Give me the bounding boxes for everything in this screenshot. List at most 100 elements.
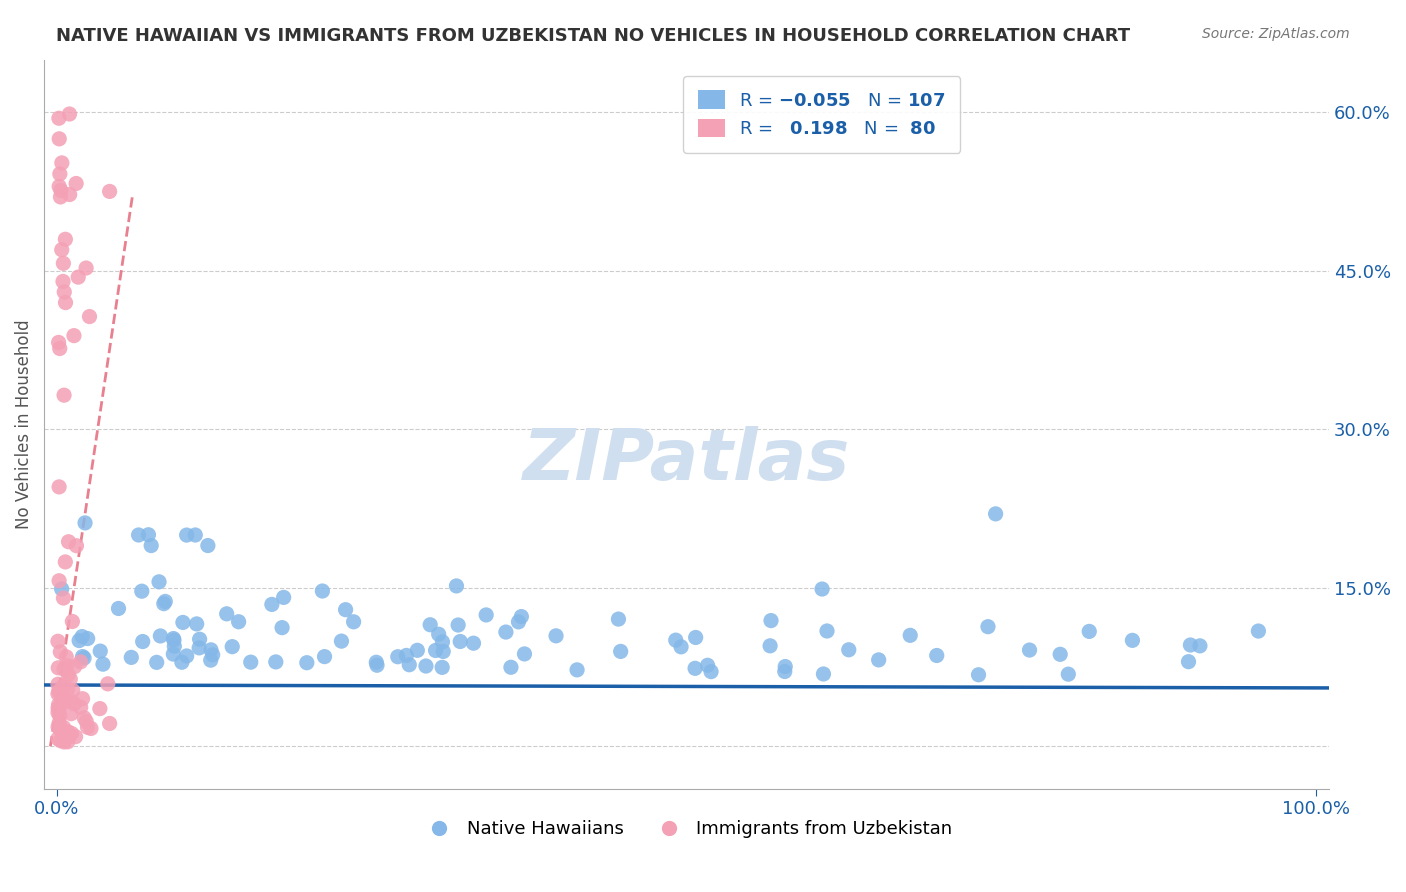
Point [58,668,80,682]
Point [53,735,76,749]
Point [91,657,114,672]
Point [73,711,96,725]
Point [155,594,177,608]
Point [55,725,77,739]
Point [163,639,186,653]
Point [200,643,222,657]
Point [925,648,948,663]
Point [48,179,70,194]
Text: NATIVE HAWAIIAN VS IMMIGRANTS FROM UZBEKISTAN NO VEHICLES IN HOUSEHOLD CORRELATI: NATIVE HAWAIIAN VS IMMIGRANTS FROM UZBEK… [56,27,1130,45]
Point [46,706,69,720]
Point [366,655,388,669]
Point [59,187,82,202]
Point [131,584,153,599]
Point [260,598,283,612]
Point [432,644,454,658]
Point [52,275,75,289]
Point [184,528,207,542]
Point [53,388,76,402]
Point [46,720,69,734]
Point [52,256,75,270]
Point [48,701,70,715]
Point [759,639,782,653]
Point [201,648,224,662]
Text: Source: ZipAtlas.com: Source: ZipAtlas.com [1202,27,1350,41]
Point [48,335,70,350]
Point [53,232,76,246]
Point [200,653,222,667]
Point [48,132,70,146]
Point [544,629,567,643]
Point [273,591,295,605]
Point [162,647,184,661]
Point [52,679,75,693]
Point [62,683,84,698]
Point [80,722,103,736]
Point [425,643,447,657]
Point [197,539,219,553]
Point [75,714,97,729]
Point [141,539,163,553]
Point [447,618,470,632]
Point [107,601,129,615]
Point [395,648,418,663]
Point [65,177,87,191]
Point [89,644,111,658]
Point [69,700,91,714]
Point [967,667,990,681]
Point [815,624,838,638]
Text: ZIPatlas: ZIPatlas [523,426,851,495]
Point [48,684,70,698]
Point [148,574,170,589]
Point [58,534,80,549]
Point [335,602,357,616]
Point [215,607,238,621]
Point [72,691,94,706]
Point [264,655,287,669]
Point [1057,667,1080,681]
Point [683,661,706,675]
Point [63,697,86,711]
Point [295,656,318,670]
Point [49,686,72,700]
Point [46,701,69,715]
Point [696,658,718,673]
Point [63,328,86,343]
Point [149,629,172,643]
Point [60,726,83,740]
Point [67,270,90,285]
Point [48,698,70,712]
Point [46,634,69,648]
Point [48,715,70,730]
Point [449,634,471,648]
Point [49,184,72,198]
Point [508,615,530,629]
Point [700,665,723,679]
Point [419,617,441,632]
Point [51,243,73,257]
Point [868,653,890,667]
Point [46,731,69,746]
Point [55,658,77,673]
Point [46,661,69,675]
Point [430,660,453,674]
Point [898,628,921,642]
Point [239,655,262,669]
Point [1078,624,1101,639]
Point [51,582,73,596]
Point [56,735,79,749]
Point [58,730,80,744]
Point [565,663,588,677]
Point [152,597,174,611]
Point [59,672,82,686]
Point [120,650,142,665]
Point [188,640,211,655]
Point [67,633,90,648]
Point [69,655,91,669]
Point [811,582,834,596]
Point [398,657,420,672]
Point [446,579,468,593]
Point [56,681,79,696]
Point [1177,655,1199,669]
Point [314,649,336,664]
